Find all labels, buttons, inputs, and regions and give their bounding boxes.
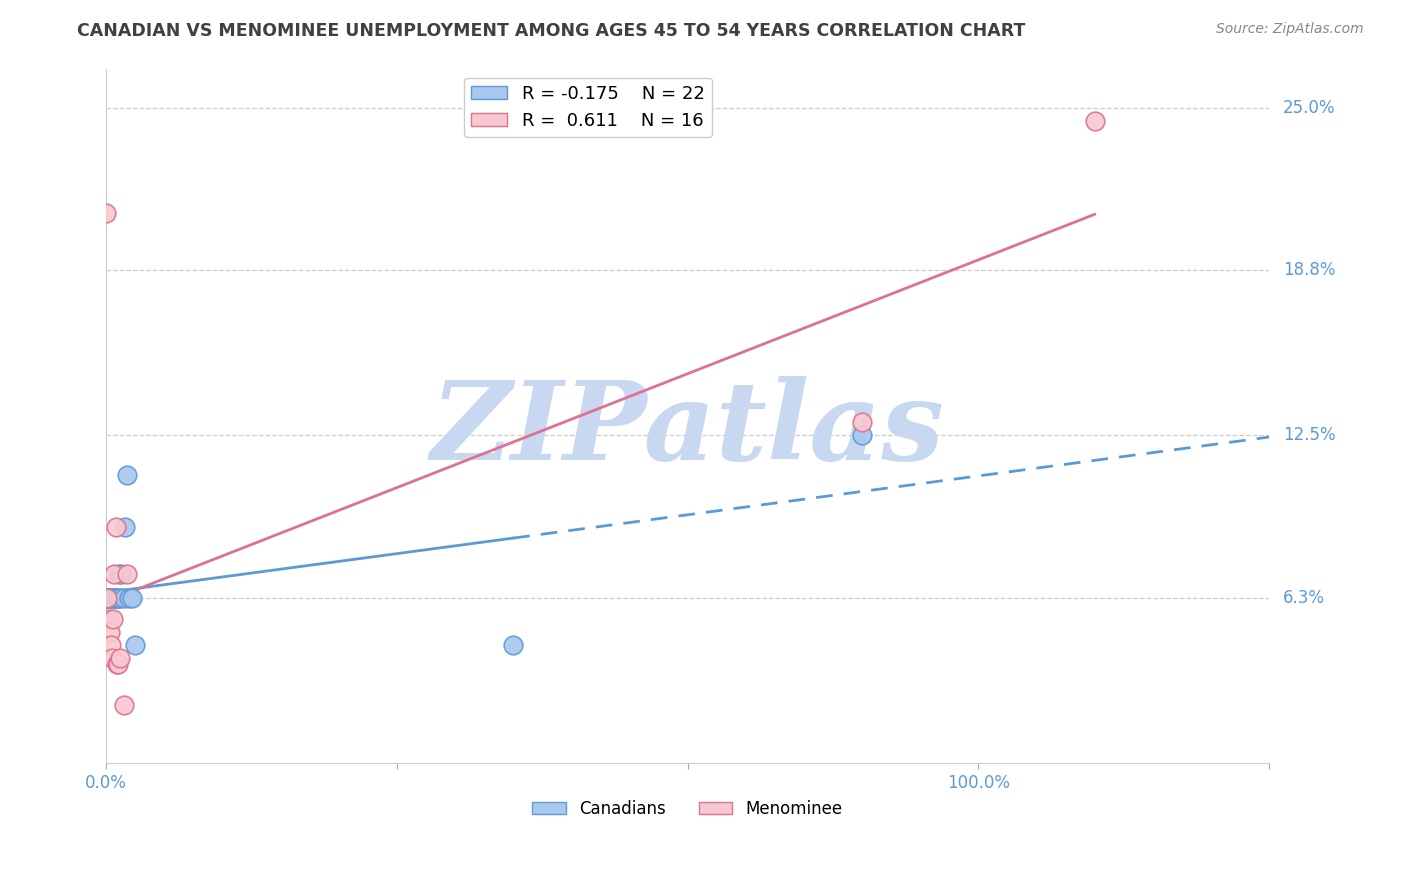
Point <box>100 638 122 652</box>
Point <box>96 205 118 219</box>
Text: Source: ZipAtlas.com: Source: ZipAtlas.com <box>1216 22 1364 37</box>
Point <box>98 625 121 640</box>
Point <box>96 591 118 605</box>
Point <box>502 638 524 652</box>
Point <box>103 591 125 605</box>
Text: 6.3%: 6.3% <box>1284 589 1324 607</box>
Point <box>104 591 127 605</box>
Point <box>101 651 124 665</box>
Point <box>105 657 128 671</box>
Point <box>96 591 118 605</box>
Text: 18.8%: 18.8% <box>1284 261 1336 279</box>
Point <box>107 657 129 671</box>
Point <box>851 428 873 442</box>
Point <box>101 591 124 605</box>
Text: 12.5%: 12.5% <box>1284 426 1336 444</box>
Point <box>96 591 118 605</box>
Point <box>100 591 122 605</box>
Point <box>103 591 125 605</box>
Point <box>114 520 136 534</box>
Point <box>121 591 143 605</box>
Point <box>110 567 132 582</box>
Point <box>108 567 131 582</box>
Point <box>103 567 125 582</box>
Point <box>1084 114 1107 128</box>
Point <box>112 591 135 605</box>
Point <box>115 467 138 482</box>
Point <box>851 416 873 430</box>
Point <box>108 651 131 665</box>
Text: ZIPatlas: ZIPatlas <box>430 376 945 483</box>
Point <box>97 591 120 605</box>
Point <box>124 638 146 652</box>
Point <box>112 698 135 713</box>
Point <box>104 520 127 534</box>
Point <box>98 591 121 605</box>
Point <box>107 591 129 605</box>
Point <box>97 612 120 626</box>
Point <box>115 567 138 582</box>
Legend: Canadians, Menominee: Canadians, Menominee <box>526 793 849 824</box>
Text: CANADIAN VS MENOMINEE UNEMPLOYMENT AMONG AGES 45 TO 54 YEARS CORRELATION CHART: CANADIAN VS MENOMINEE UNEMPLOYMENT AMONG… <box>77 22 1026 40</box>
Point <box>108 591 131 605</box>
Point <box>103 612 125 626</box>
Point <box>105 591 128 605</box>
Point <box>118 591 141 605</box>
Text: 25.0%: 25.0% <box>1284 99 1336 117</box>
